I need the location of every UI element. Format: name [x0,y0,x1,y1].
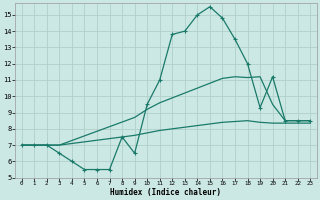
X-axis label: Humidex (Indice chaleur): Humidex (Indice chaleur) [110,188,221,197]
